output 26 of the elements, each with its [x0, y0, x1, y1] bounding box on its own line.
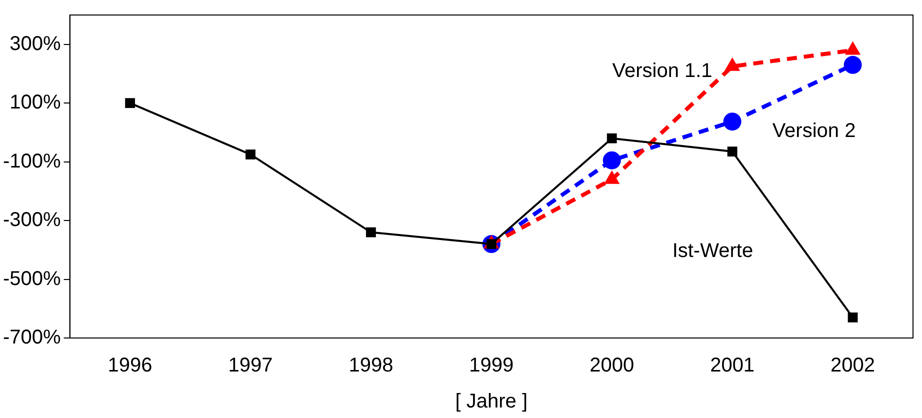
point	[366, 227, 376, 238]
point	[606, 133, 617, 144]
point	[727, 146, 738, 156]
x-tick-label: 1998	[348, 354, 394, 377]
x-tick-label: 2001	[710, 354, 755, 377]
y-tick-label: 300%	[10, 32, 62, 55]
x-tick-label: 1999	[469, 354, 514, 377]
point	[848, 312, 858, 322]
series-label: Version 2	[772, 120, 856, 142]
point	[844, 56, 862, 74]
point	[246, 150, 256, 160]
x-tick-label: 1997	[228, 354, 273, 377]
y-tick-label: -500%	[3, 268, 62, 290]
point	[723, 112, 742, 131]
point	[125, 98, 135, 108]
y-tick-label: -100%	[3, 150, 62, 172]
y-tick-label: -300%	[3, 209, 62, 232]
point	[602, 151, 621, 170]
series-label: Version 1.1	[612, 60, 712, 82]
y-tick-label: -700%	[3, 326, 62, 349]
x-tick-label: 2002	[830, 354, 876, 377]
series-label: Ist-Werte	[672, 240, 754, 262]
x-tick-label: 1996	[108, 354, 152, 377]
y-tick-label: 100%	[10, 92, 62, 114]
x-axis-title: [ Jahre ]	[455, 390, 528, 413]
x-tick-label: 2000	[590, 354, 634, 377]
